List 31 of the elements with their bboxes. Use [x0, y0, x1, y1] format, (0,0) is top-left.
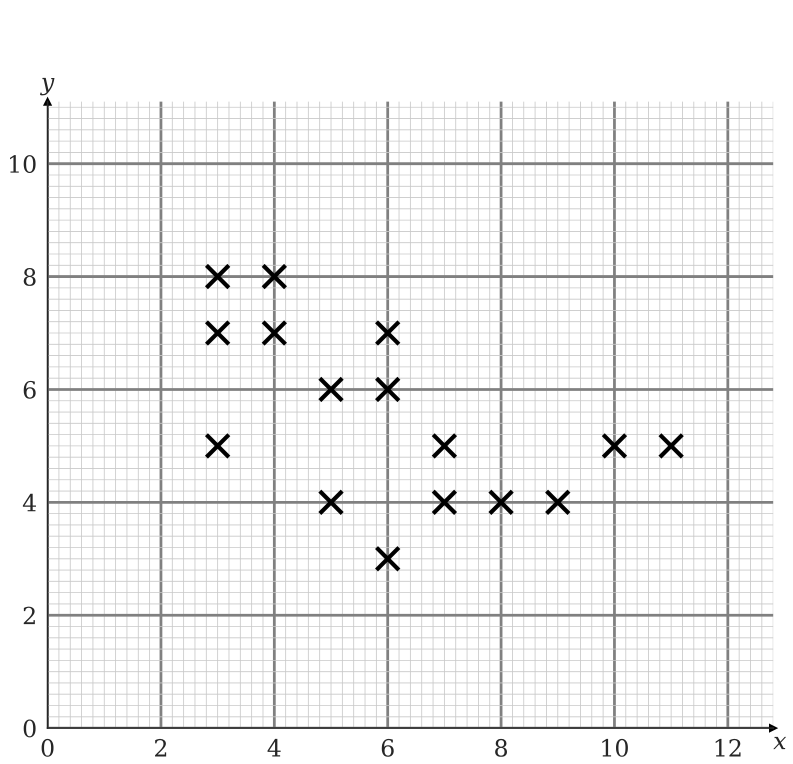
point [318, 376, 344, 403]
point [544, 489, 572, 516]
point [658, 432, 684, 460]
y-tick-label: 2 [24, 606, 35, 624]
point [261, 263, 288, 290]
point [204, 432, 231, 460]
point [204, 320, 231, 346]
x-tick-label: 2 [155, 738, 166, 756]
x-tick-label: 4 [268, 738, 281, 756]
x-tick-label: 12 [716, 738, 741, 756]
point [374, 545, 401, 572]
y-tick-label: 4 [22, 494, 36, 512]
point [261, 320, 288, 346]
y-tick-label: 8 [24, 268, 36, 286]
x-tick-label: 8 [495, 738, 507, 757]
y-axis-title: y [40, 78, 54, 96]
y-tick-label: 10 [10, 155, 36, 173]
point [431, 432, 458, 460]
point [601, 432, 628, 460]
x-axis-title: x [773, 736, 786, 750]
x-tick-label: 10 [602, 738, 628, 757]
x-tick-label: 6 [382, 738, 394, 757]
point [374, 376, 401, 403]
point [431, 489, 458, 516]
point [318, 489, 344, 516]
x-tick-label: 0 [42, 738, 54, 757]
point [374, 320, 401, 346]
y-tick-label: 6 [24, 380, 36, 399]
point [204, 263, 231, 290]
point [488, 489, 514, 516]
y-tick-label: 0 [24, 720, 36, 738]
